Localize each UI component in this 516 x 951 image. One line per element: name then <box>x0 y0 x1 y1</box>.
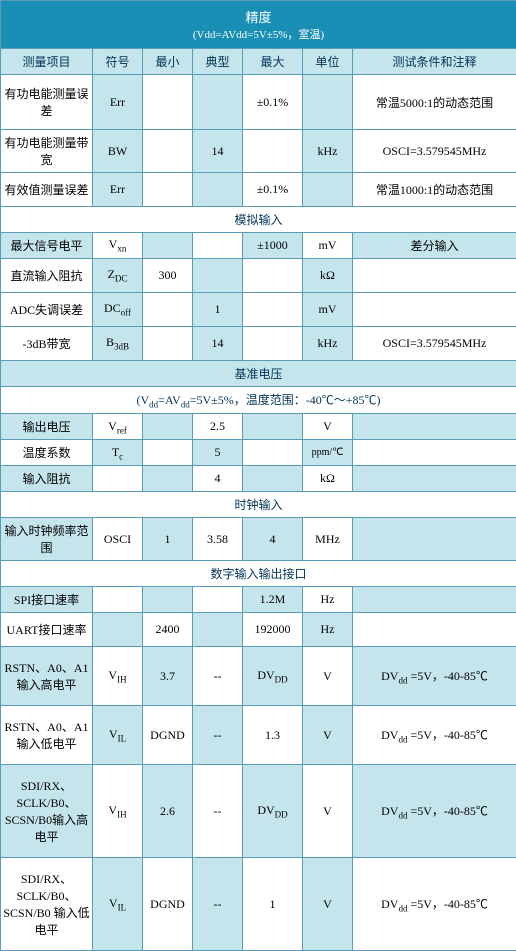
col-typ: 典型 <box>193 49 243 75</box>
table-row: SDI/RX、SCLK/B0、SCSN/B0输入高电平VIH2.6--DVDDV… <box>1 765 516 858</box>
table-row: -3dB带宽B3dB14kHzOSCI=3.579545MHz <box>1 327 516 361</box>
section-clock: 时钟输入 <box>1 492 516 518</box>
col-min: 最小 <box>143 49 193 75</box>
section-digital: 数字输入输出接口 <box>1 561 516 587</box>
table-title: 精度(Vdd=AVdd=5V±5%，室温) <box>1 1 516 49</box>
section-analog: 模拟输入 <box>1 207 516 233</box>
table-row: ADC失调误差DCoff1mV <box>1 293 516 327</box>
col-note: 测试条件和注释 <box>353 49 516 75</box>
table-row: 有功电能测量误差Err±0.1%常温5000:1的动态范围 <box>1 75 516 130</box>
table-row: 直流输入阻抗ZDC300kΩ <box>1 259 516 293</box>
table-row: 最大信号电平Vxn±1000mV差分输入 <box>1 233 516 259</box>
table-row: SDI/RX、SCLK/B0、SCSN/B0 输入低电平VILDGND--1VD… <box>1 858 516 951</box>
table-row: 有效值测量误差Err±0.1%常温1000:1的动态范围 <box>1 173 516 207</box>
table-row: RSTN、A0、A1输入低电平VILDGND--1.3VDVdd =5V，-40… <box>1 706 516 765</box>
table-row: UART接口速率2400192000Hz <box>1 613 516 647</box>
section-ref: 基准电压 <box>1 361 516 387</box>
col-max: 最大 <box>243 49 303 75</box>
table-row: 输出电压Vref2.5V <box>1 414 516 440</box>
table-row: 输入时钟频率范围OSCI13.584MHz <box>1 518 516 561</box>
table-row: 输入阻抗4kΩ <box>1 466 516 492</box>
table-row: RSTN、A0、A1输入高电平VIH3.7--DVDDVDVdd =5V，-40… <box>1 647 516 706</box>
table-row: 有功电能测量带宽BW14kHzOSCI=3.579545MHz <box>1 130 516 173</box>
table-row: SPI接口速率1.2MHz <box>1 587 516 613</box>
col-param: 测量项目 <box>1 49 93 75</box>
table-row: 温度系数Tc5ppm/℃ <box>1 440 516 466</box>
section-ref-cond: (Vdd=AVdd=5V±5%，温度范围：-40℃～+85℃) <box>1 387 516 414</box>
spec-table: 精度(Vdd=AVdd=5V±5%，室温) 测量项目 符号 最小 典型 最大 单… <box>0 0 516 951</box>
col-unit: 单位 <box>303 49 353 75</box>
col-symbol: 符号 <box>93 49 143 75</box>
